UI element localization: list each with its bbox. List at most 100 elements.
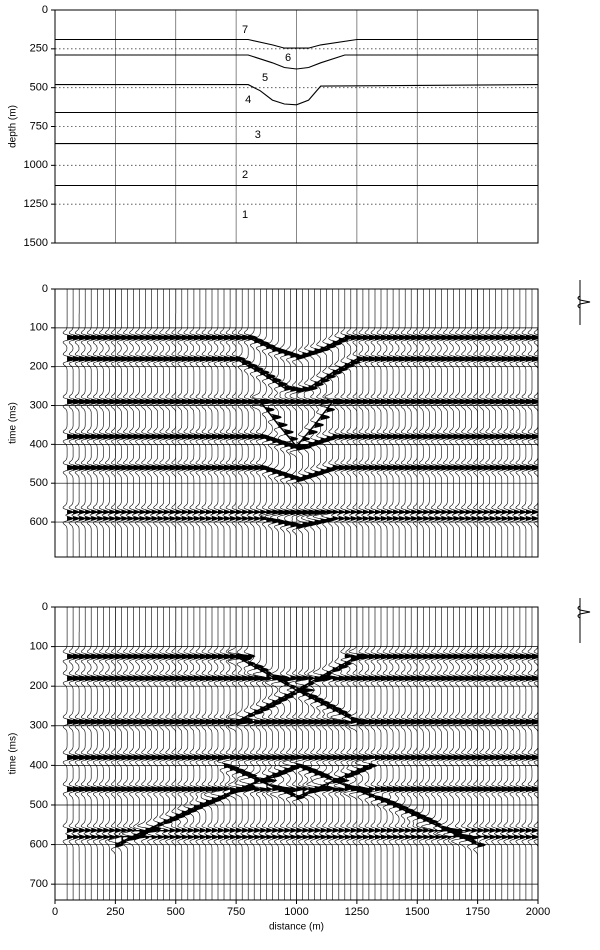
wiggle-trace [285, 607, 316, 900]
trace-fill [121, 607, 131, 900]
x-tick-label: 1250 [345, 906, 369, 918]
trace-fill [435, 607, 445, 900]
trace-fill [248, 607, 258, 900]
trace-fill [471, 607, 481, 900]
trace-fill [218, 607, 227, 900]
trace-fill [326, 607, 336, 900]
trace-fill [362, 607, 372, 900]
y-tick-label: 700 [30, 878, 48, 890]
x-tick-label: 1750 [465, 906, 489, 918]
trace-fill [519, 607, 529, 900]
wiggle-trace [361, 607, 379, 900]
y-tick-label: 0 [42, 601, 48, 613]
layer-label: 6 [285, 52, 291, 64]
y-tick-label: 400 [30, 438, 48, 450]
y-axis-label: depth (m) [8, 105, 19, 148]
trace-fill [109, 607, 119, 900]
wiggle-trace [470, 607, 488, 900]
wiggle-trace [222, 607, 240, 900]
trace-fill [374, 607, 384, 900]
trace-fill [290, 607, 300, 900]
y-tick-label: 400 [30, 759, 48, 771]
wavelet [577, 598, 591, 643]
y-axis-label: time (ms) [8, 402, 19, 444]
y-tick-label: 1500 [24, 237, 48, 249]
wiggle-trace [239, 607, 258, 900]
trace-fill [278, 289, 288, 557]
trace-fill [405, 607, 415, 900]
trace-fill [103, 607, 113, 900]
wiggle-trace [162, 607, 180, 900]
trace-fill [525, 607, 535, 900]
wiggle-trace [306, 607, 334, 900]
trace-fill [296, 289, 312, 557]
trace-fill [513, 607, 523, 900]
wiggle-trace [321, 607, 350, 900]
panel: 0 100 200 300 400 500 600 700 0 250 500 750 1000 1250… [8, 601, 551, 933]
y-tick-label: 1000 [24, 159, 48, 171]
wiggle-trace [330, 607, 349, 900]
trace-fill [205, 607, 215, 900]
trace-fill [423, 607, 433, 900]
plot-area [62, 607, 547, 900]
y-tick-label: 100 [30, 641, 48, 653]
trace-fill [501, 607, 511, 900]
wiggle-trace [107, 607, 125, 900]
trace-fill [85, 607, 95, 900]
layer-boundary [55, 84, 538, 106]
wavelet-icon [577, 280, 591, 643]
reflection-event [67, 517, 538, 527]
reflection-event [259, 401, 334, 448]
layer-label: 7 [242, 24, 248, 36]
trace-fill [211, 607, 221, 900]
x-axis-label: distance (m) [269, 922, 324, 933]
trace-fill [538, 607, 547, 900]
trace-fill [187, 607, 197, 900]
wiggle-trace [312, 607, 338, 900]
layer-label: 2 [242, 169, 248, 181]
y-tick-label: 600 [30, 516, 48, 528]
wiggle-trace [210, 607, 228, 900]
x-tick-label: 0 [52, 906, 58, 918]
y-tick-label: 600 [30, 838, 48, 850]
trace-fill [399, 607, 409, 900]
y-tick-label: 300 [30, 720, 48, 732]
y-axis-label: time (ms) [8, 733, 19, 775]
reflection-event [115, 764, 478, 846]
y-tick-label: 300 [30, 399, 48, 411]
layer-label: 4 [245, 94, 251, 106]
trace-fill [157, 607, 167, 900]
trace-fill [314, 607, 333, 900]
wiggle-trace [133, 607, 149, 900]
plot-frame [54, 9, 539, 244]
x-tick-label: 1000 [284, 906, 308, 918]
wiggle-trace [269, 607, 298, 900]
trace-fill [91, 607, 101, 900]
trace-fill [417, 607, 427, 900]
reflection-event [67, 467, 538, 481]
panel: 0 100 200 300 400 500 600 time (ms) [8, 283, 539, 558]
trace-fill [151, 607, 161, 900]
y-tick-label: 250 [30, 43, 48, 55]
y-tick-label: 100 [30, 322, 48, 334]
wiggle-trace [204, 607, 222, 900]
wiggle-trace [216, 607, 234, 900]
layer-boundary [55, 38, 538, 49]
wavelet [577, 280, 591, 325]
trace-fill [266, 607, 276, 900]
wiggle-trace [435, 607, 452, 900]
y-tick-label: 200 [30, 680, 48, 692]
trace-fill [79, 607, 89, 900]
wiggle-trace [343, 607, 368, 900]
wiggle-trace [282, 607, 301, 900]
trace-fill [115, 607, 125, 900]
trace-fill [368, 607, 378, 900]
wiggle-trace [234, 607, 260, 900]
x-tick-label: 250 [106, 906, 124, 918]
trace-fill [175, 607, 185, 900]
layer-label: 3 [255, 129, 261, 141]
wiggle-trace [259, 289, 276, 557]
wiggle-trace [278, 607, 298, 900]
plot-area [55, 38, 538, 187]
